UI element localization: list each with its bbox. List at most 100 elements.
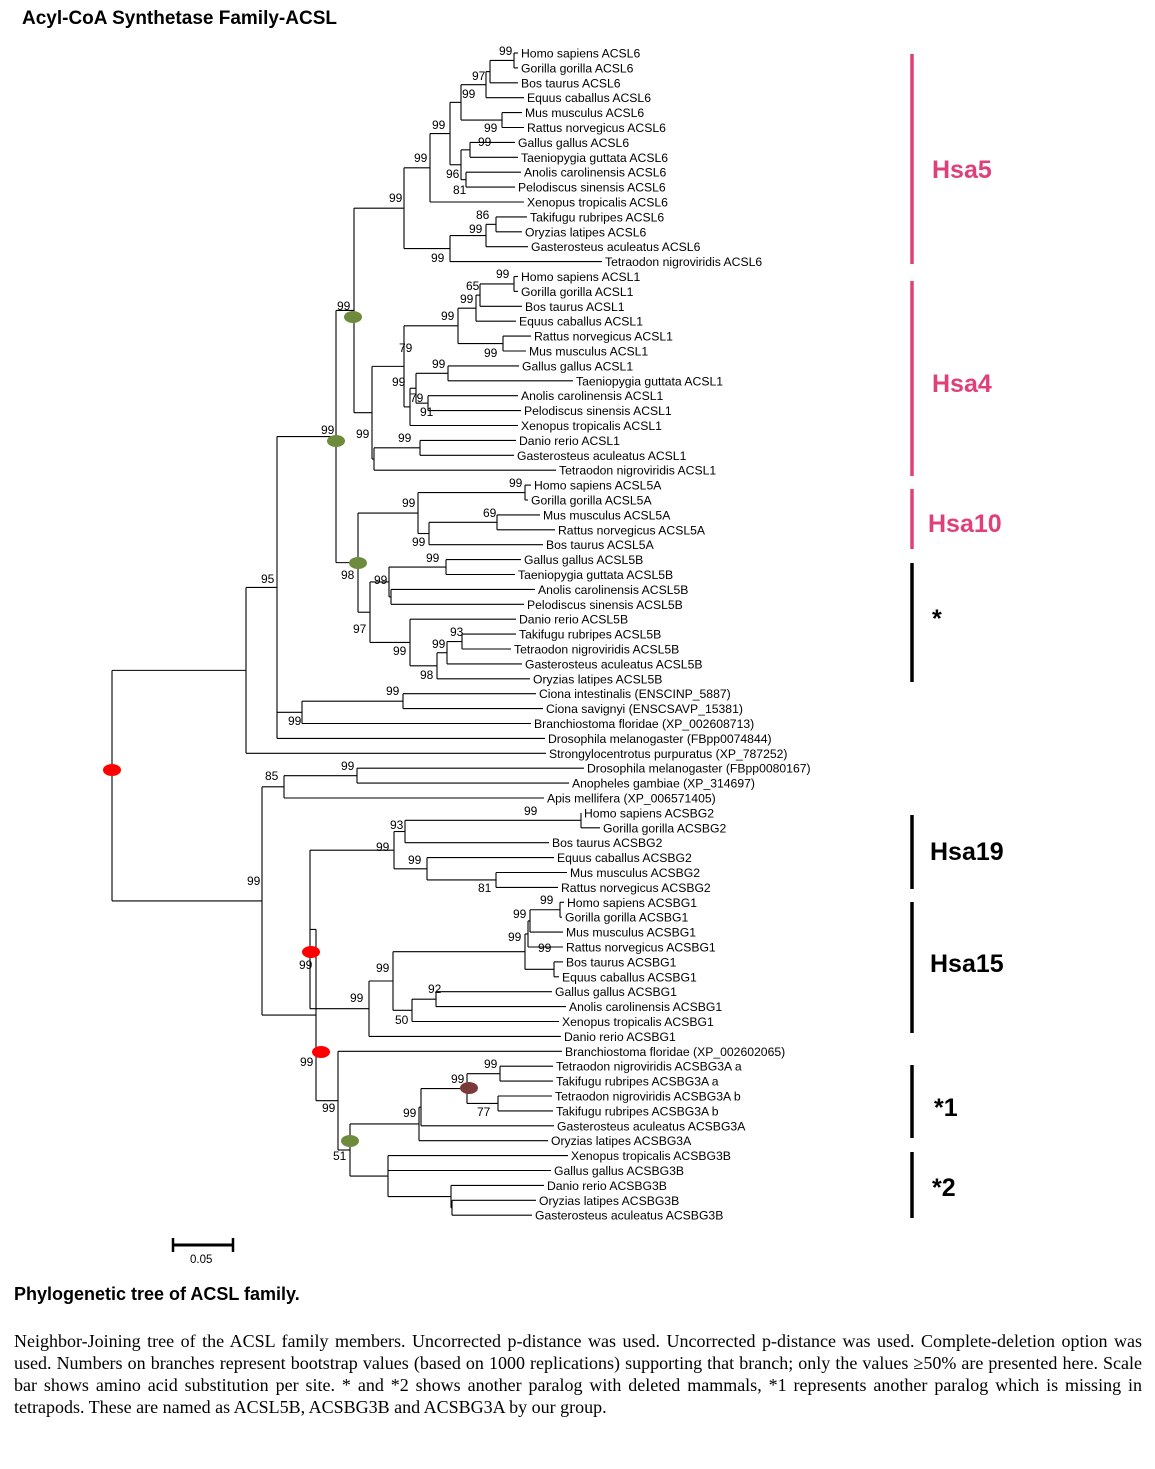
tree-branches [111,52,602,1216]
taxon-label: Mus musculus ACSL1 [529,345,648,359]
taxon-label: Gasterosteus aculeatus ACSL6 [531,240,701,254]
bootstrap-value: 99 [508,930,522,944]
bootstrap-value: 99 [402,496,416,510]
bootstrap-value: 65 [466,279,480,293]
taxon-label: Bos taurus ACSL6 [521,76,621,90]
group-label: Hsa4 [932,370,992,398]
taxon-label: Danio rerio ACSBG1 [564,1030,676,1044]
bootstrap-value: 99 [337,299,351,313]
bootstrap-value: 79 [399,341,413,355]
taxon-label: Ciona intestinalis (ENSCINP_5887) [539,687,731,701]
taxon-label: Pelodiscus sinensis ACSL5B [527,598,683,612]
bootstrap-value: 77 [477,1105,491,1119]
taxon-label: Mus musculus ACSL5A [543,508,671,522]
taxon-label: Gorilla gorilla ACSL6 [521,61,634,75]
taxon-label: Gallus gallus ACSBG3B [554,1164,684,1178]
taxon-label: Tetraodon nigroviridis ACSBG3A b [555,1090,741,1104]
bootstrap-value: 99 [412,535,426,549]
taxon-label: Rattus norvegicus ACSBG1 [566,941,716,955]
scale-bar: 0.05 [171,1238,235,1266]
node-marker [349,557,367,569]
taxon-label: Homo sapiens ACSBG1 [567,896,697,910]
taxon-label: Xenopus tropicalis ACSBG1 [562,1015,714,1029]
node-marker [341,1135,359,1147]
taxon-label: Tetraodon nigroviridis ACSBG3A a [556,1060,742,1074]
bootstrap-value: 99 [509,476,523,490]
taxon-label: Gallus gallus ACSL5B [524,553,643,567]
bootstrap-value: 97 [472,69,486,83]
node-marker [460,1082,478,1094]
bootstrap-value: 98 [341,568,355,582]
bootstrap-value: 99 [376,840,390,854]
taxon-label: Oryzias latipes ACSBG3B [539,1194,679,1208]
taxon-label: Oryzias latipes ACSL5B [533,672,662,686]
bootstrap-value: 81 [453,183,467,197]
taxon-label: Equus caballus ACSL6 [527,91,651,105]
taxon-label: Gasterosteus aculeatus ACSL5B [525,657,703,671]
bootstrap-value: 99 [513,907,527,921]
group-label: *2 [932,1174,956,1202]
taxon-label: Takifugu rubripes ACSBG3A a [556,1075,719,1089]
taxon-label: Ciona savignyi (ENSCSAVP_15381) [546,702,743,716]
bootstrap-value: 99 [462,87,476,101]
taxon-label: Gallus gallus ACSL6 [518,136,629,150]
node-marker [344,311,362,323]
taxon-label: Danio rerio ACSL5B [519,613,628,627]
taxon-label: Taeniopygia guttata ACSL5B [518,568,673,582]
taxon-label: Homo sapiens ACSL6 [521,47,640,61]
taxon-label: Bos taurus ACSBG2 [552,836,663,850]
group-label: Hsa10 [928,510,1002,538]
taxon-label: Pelodiscus sinensis ACSL6 [518,181,666,195]
taxon-label: Taeniopygia guttata ACSL6 [521,151,668,165]
bootstrap-value: 93 [390,818,404,832]
bootstrap-value: 99 [322,1101,336,1115]
bootstrap-value: 99 [247,874,261,888]
bootstrap-value: 99 [540,893,554,907]
taxon-label: Equus caballus ACSL1 [519,315,643,329]
bootstrap-value: 81 [478,881,492,895]
bootstrap-value: 69 [483,506,497,520]
bootstrap-value: 93 [450,625,464,639]
caption-body: Neighbor-Joining tree of the ACSL family… [14,1331,1142,1417]
bootstrap-value: 51 [333,1149,347,1163]
bootstrap-value: 79 [410,391,424,405]
bootstrap-value: 98 [420,668,434,682]
taxon-label: Anolis carolinensis ACSBG1 [569,1000,722,1014]
node-marker [312,1046,330,1058]
taxon-label: Anolis carolinensis ACSL5B [538,583,688,597]
taxon-label: Branchiostoma floridae (XP_002608713) [534,717,754,731]
figure-title: Acyl-CoA Synthetase Family-ACSL [22,8,337,29]
root-node-marker [103,764,121,776]
bootstrap-value: 99 [376,961,390,975]
bootstrap-value: 99 [386,684,400,698]
bootstrap-value: 99 [288,714,302,728]
taxon-label: Gorilla gorilla ACSBG2 [603,821,727,835]
bootstrap-value: 99 [392,375,406,389]
taxon-label: Gallus gallus ACSBG1 [555,985,677,999]
taxon-label: Mus musculus ACSL6 [525,106,644,120]
taxon-label: Gorilla gorilla ACSL1 [521,285,634,299]
bootstrap-value: 99 [414,151,428,165]
bootstrap-value: 99 [432,637,446,651]
bootstrap-value: 99 [426,551,440,565]
taxon-label: Tetraodon nigroviridis ACSL1 [559,464,716,478]
taxon-label: Takifugu rubripes ACSBG3A b [556,1104,719,1118]
taxon-label: Bos taurus ACSL1 [525,300,625,314]
taxon-label: Rattus norvegicus ACSL6 [527,121,666,135]
bootstrap-value: 85 [265,769,279,783]
group-label: *1 [934,1094,958,1122]
bootstrap-value: 86 [476,208,490,222]
bootstrap-value: 99 [300,1055,314,1069]
group-label: * [932,605,942,633]
taxon-label: Xenopus tropicalis ACSBG3B [571,1149,731,1163]
scale-bar-label: 0.05 [190,1254,212,1266]
bootstrap-value: 99 [478,135,492,149]
bootstrap-value: 50 [395,1013,409,1027]
bootstrap-value: 99 [393,644,407,658]
taxon-label: Takifugu rubripes ACSL5B [519,628,661,642]
taxon-label: Taeniopygia guttata ACSL1 [576,374,723,388]
taxon-label: Rattus norvegicus ACSL1 [534,330,673,344]
taxon-label: Anolis carolinensis ACSL6 [524,166,666,180]
bootstrap-value: 99 [496,267,510,281]
